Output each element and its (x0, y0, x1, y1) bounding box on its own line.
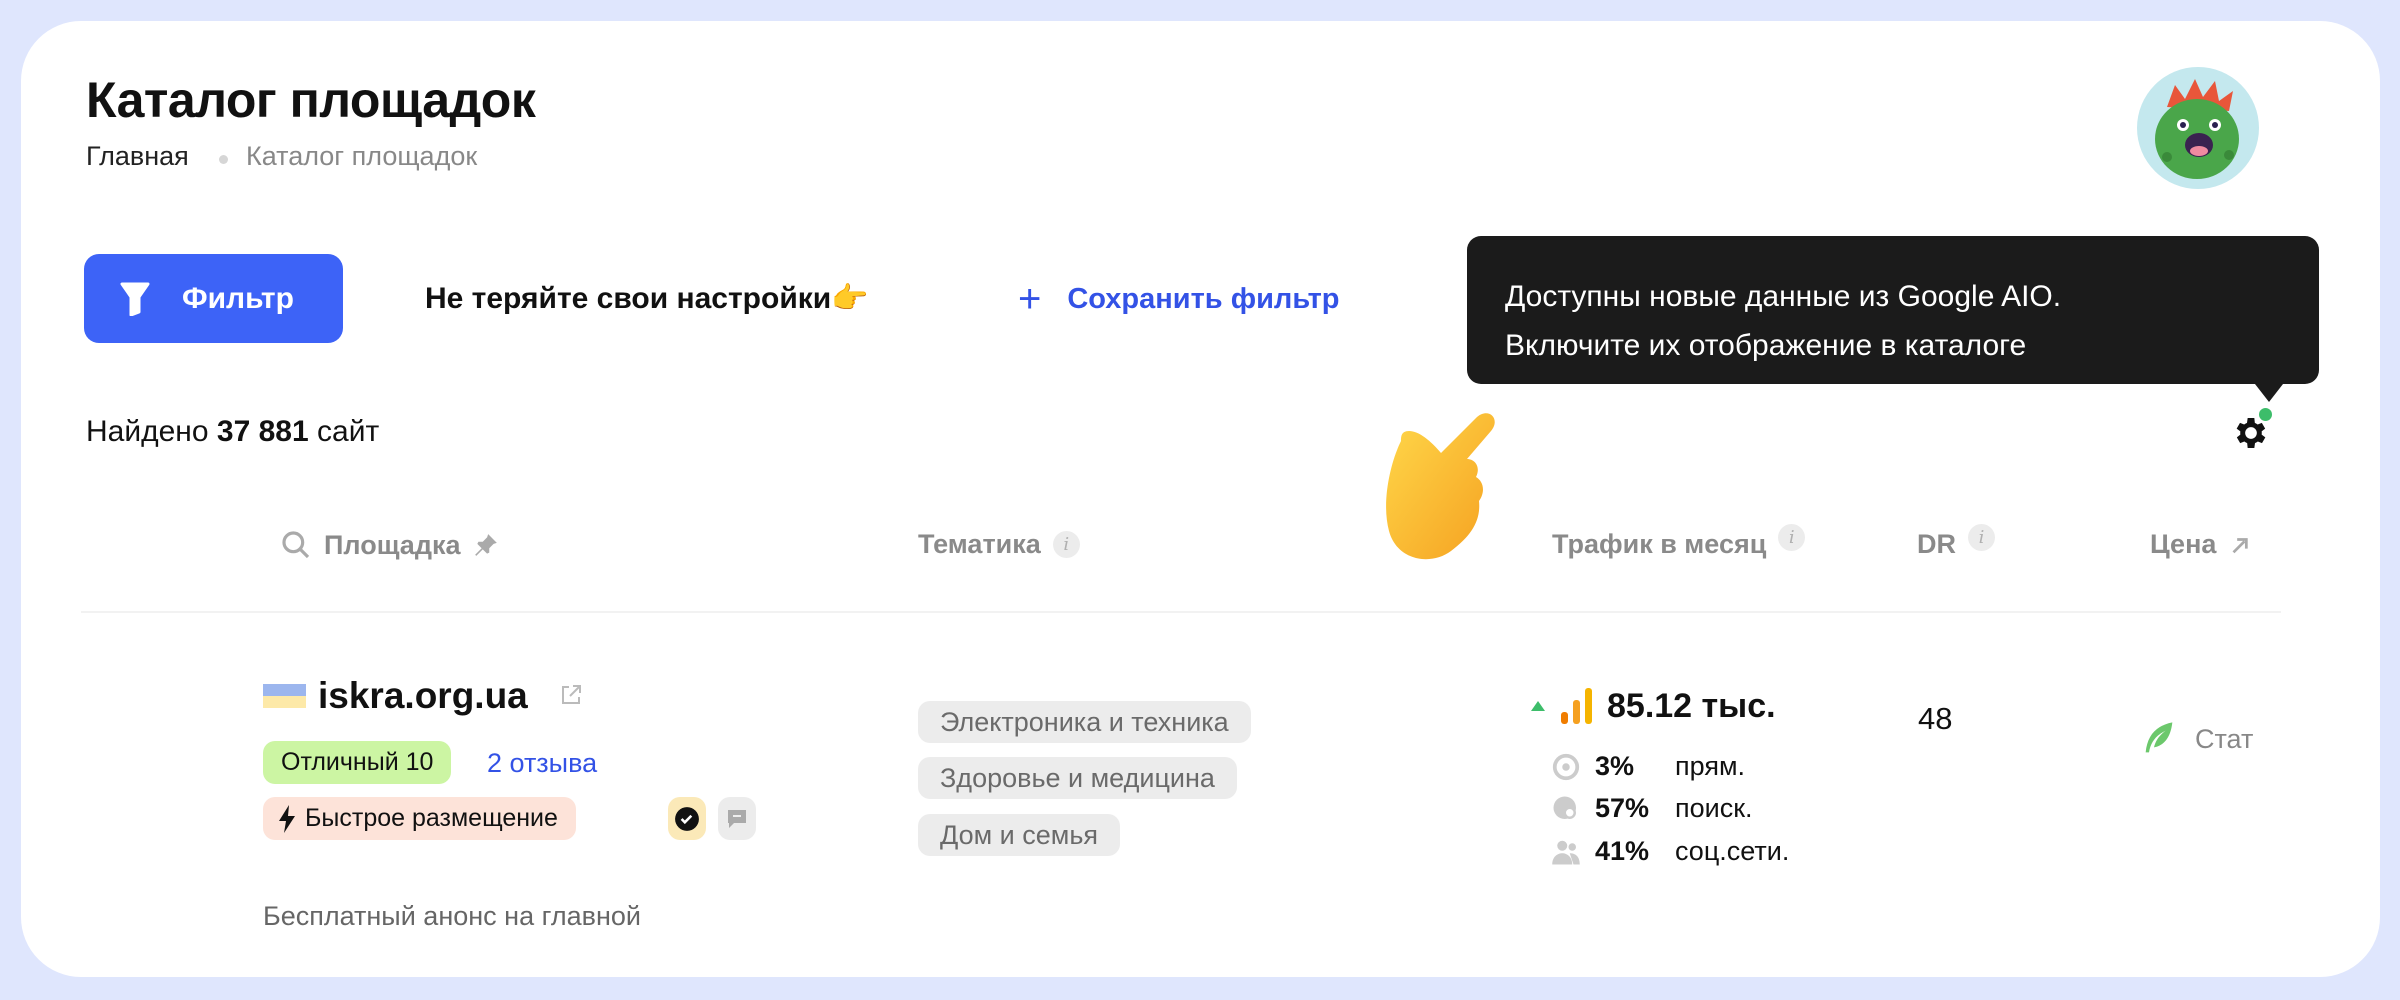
source-label: соц.сети. (1675, 836, 1790, 866)
price-cell: Стат (2139, 719, 2279, 759)
lightning-icon (279, 804, 295, 833)
chat-badge[interactable] (718, 797, 756, 840)
avatar[interactable] (2137, 67, 2259, 189)
header-divider (81, 611, 2281, 613)
results-suffix: сайт (317, 415, 380, 448)
external-link-icon[interactable] (559, 683, 583, 707)
monster-avatar-icon (2155, 79, 2239, 179)
google-aio-tooltip: Доступны новые данные из Google AIO. Вкл… (1467, 236, 2319, 402)
plus-icon: + (1018, 277, 1042, 321)
page-title: Каталог площадок (86, 72, 536, 128)
check-circle-icon (675, 806, 699, 831)
column-label: DR (1917, 529, 1956, 559)
info-icon[interactable]: i (1052, 531, 1080, 558)
chat-icon (728, 809, 746, 828)
breadcrumb-current: Каталог площадок (246, 141, 478, 171)
fast-placement-badge: Быстрое размещение (263, 797, 576, 840)
site-name-link[interactable]: iskra.org.ua (318, 675, 528, 716)
trend-up-icon (1531, 701, 1545, 711)
column-header-traffic[interactable]: Трафик в месяц i (1552, 524, 1806, 560)
source-pct: 57% (1595, 793, 1650, 823)
topic-tag: Электроника и техника (918, 701, 1251, 743)
catalog-card: Каталог площадок Главная Каталог площадо… (21, 21, 2380, 977)
column-header-site[interactable]: Площадка (280, 529, 499, 561)
traffic-total: 85.12 тыс. (1529, 686, 1776, 726)
breadcrumb-home[interactable]: Главная (86, 141, 189, 171)
column-label: Тематика (918, 529, 1041, 559)
source-label: поиск. (1675, 793, 1753, 823)
direct-traffic-icon (1552, 753, 1580, 780)
fast-placement-label: Быстрое размещение (305, 804, 558, 832)
reviews-link[interactable]: 2 отзыва (487, 748, 598, 778)
column-header-price[interactable]: Цена (2150, 529, 2280, 560)
traffic-source-direct: 3% прям. (1551, 751, 1745, 782)
source-label: прям. (1675, 751, 1746, 781)
rating-badge: Отличный 10 (263, 741, 452, 784)
gear-icon[interactable] (2231, 413, 2271, 453)
breadcrumb-separator (219, 155, 228, 164)
price-type-label: Стат (2195, 723, 2254, 754)
filter-button[interactable]: Фильтр (84, 254, 343, 343)
ukraine-flag-icon (263, 684, 306, 708)
save-filter-label: Сохранить фильтр (1067, 282, 1340, 315)
results-count: Найдено 37 881 сайт (86, 415, 379, 449)
traffic-bars-icon (1561, 688, 1592, 724)
traffic-value: 85.12 тыс. (1607, 686, 1776, 725)
column-label: Площадка (324, 529, 461, 560)
tooltip-line-2: Включите их отображение в каталоге (1505, 329, 2027, 362)
column-header-dr[interactable]: DR i (1917, 524, 1995, 560)
traffic-source-social: 41% соц.сети. (1551, 836, 1789, 867)
tooltip-line-1: Доступны новые данные из Google AIO. (1505, 280, 2062, 313)
free-announce-note: Бесплатный анонс на главной (263, 901, 641, 931)
filter-label: Фильтр (182, 281, 294, 315)
funnel-icon (120, 282, 150, 316)
info-icon[interactable]: i (1968, 524, 1995, 551)
info-icon[interactable]: i (1778, 524, 1806, 551)
search-traffic-icon (1553, 796, 1576, 819)
verified-badge[interactable] (668, 797, 706, 840)
pointing-hand-icon (1386, 413, 1495, 560)
column-label: Трафик в месяц (1552, 529, 1767, 559)
social-traffic-icon (1552, 840, 1580, 864)
save-settings-hint: Не теряйте свои настройки👉 (425, 282, 869, 315)
topic-tag: Дом и семья (918, 814, 1121, 856)
column-header-topic[interactable]: Тематика i (918, 529, 1080, 560)
source-pct: 3% (1595, 751, 1635, 781)
pin-icon[interactable] (473, 532, 499, 558)
search-icon[interactable] (280, 529, 312, 561)
traffic-source-search: 57% поиск. (1551, 793, 1753, 824)
dr-value: 48 (1918, 701, 1953, 736)
save-filter-button[interactable]: + Сохранить фильтр (1018, 279, 1340, 319)
results-prefix: Найдено (86, 415, 209, 448)
column-label: Цена (2150, 529, 2217, 559)
notification-dot (2257, 406, 2274, 423)
topic-tag: Здоровье и медицина (918, 757, 1237, 799)
results-number: 37 881 (216, 415, 309, 448)
feather-icon (2145, 722, 2173, 753)
sort-arrow-icon[interactable] (2228, 534, 2250, 556)
source-pct: 41% (1595, 836, 1650, 866)
